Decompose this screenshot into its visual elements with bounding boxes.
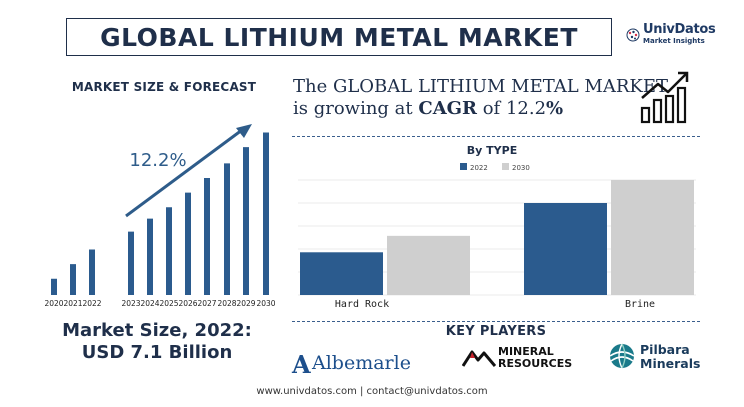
- pilbara-minerals-logo: Pilbara Minerals: [608, 342, 728, 374]
- albemarle-name: Albemarle: [312, 352, 411, 374]
- forecast-bar: [224, 163, 230, 295]
- by-type-bar: [300, 252, 383, 295]
- logo-subtitle: Market Insights: [643, 37, 705, 45]
- pilbara-globe-icon: [609, 343, 635, 369]
- forecast-tick-label: 2025: [159, 299, 178, 308]
- by-type-title: By TYPE: [467, 144, 517, 157]
- cagr-prefix: is growing at: [293, 98, 419, 119]
- legend-swatch: [502, 163, 509, 170]
- globe-icon: [626, 28, 640, 42]
- forecast-bar: [147, 218, 153, 295]
- univdatos-logo: UnivDatos Market Insights: [626, 22, 716, 52]
- forecast-tick-label: 2023: [121, 299, 140, 308]
- forecast-tick-label: 2026: [178, 299, 197, 308]
- category-label: Hard Rock: [335, 299, 389, 310]
- legend-label: 2030: [512, 164, 530, 172]
- by-type-chart: By TYPE 2022 2030 Hard Rock Brine: [298, 144, 696, 310]
- forecast-heading: MARKET SIZE & FORECAST: [71, 80, 257, 94]
- forecast-tick-label: 2030: [256, 299, 275, 308]
- forecast-tick-label: 2022: [82, 299, 101, 308]
- mineral-line2: RESOURCES: [498, 357, 573, 370]
- forecast-bar: [185, 192, 191, 295]
- forecast-chart: 2020 2021 2022 2023 2024 2025 2026 2027 2028 2029…: [44, 124, 276, 308]
- growth-arrow-head-icon: [236, 124, 252, 138]
- forecast-bar: [89, 249, 95, 295]
- forecast-bar: [128, 231, 134, 295]
- mineral-line1: MINERAL: [498, 345, 554, 358]
- by-type-bar: [387, 235, 470, 295]
- by-type-bar: [611, 180, 694, 295]
- page-title: GLOBAL LITHIUM METAL MARKET: [100, 22, 578, 52]
- mineral-resources-name: MINERAL RESOURCES: [498, 346, 572, 370]
- forecast-bar: [51, 278, 57, 295]
- forecast-bar: [263, 132, 269, 295]
- legend-label: 2022: [470, 164, 488, 172]
- forecast-tick-label: 2020: [44, 299, 63, 308]
- cagr-word: CAGR: [418, 98, 477, 119]
- category-label: Brine: [625, 299, 655, 310]
- key-players-heading: KEY PLAYERS: [445, 324, 547, 339]
- cagr-percent: %: [546, 98, 564, 119]
- cagr-value: of 12.2: [477, 98, 547, 119]
- pilbara-name: Pilbara Minerals: [640, 343, 700, 371]
- cagr-annotation: 12.2%: [129, 150, 186, 171]
- market-size-line2: USD 7.1 Billion: [81, 342, 233, 363]
- cagr-statement-line1: The GLOBAL LITHIUM METAL MARKET: [293, 76, 669, 97]
- growth-chart-icon: [640, 71, 689, 124]
- pilbara-line2: Minerals: [640, 356, 701, 371]
- market-size-block: Market Size, 2022: USD 7.1 Billion: [22, 320, 292, 364]
- title-box: GLOBAL LITHIUM METAL MARKET: [66, 18, 612, 56]
- footer-contact: www.univdatos.com | contact@univdatos.co…: [256, 386, 488, 397]
- section-divider-top: [292, 136, 700, 137]
- cagr-statement-line2: is growing at CAGR of 12.2%: [293, 98, 563, 119]
- forecast-bar: [243, 147, 249, 295]
- growth-arrow-line: [125, 128, 243, 218]
- forecast-bar: [70, 264, 76, 295]
- logo-brand: UnivDatos: [643, 22, 716, 37]
- by-type-bar: [524, 203, 607, 295]
- section-divider-bottom: [292, 321, 700, 322]
- pilbara-line1: Pilbara: [640, 342, 690, 357]
- mineral-resources-logo: MINERAL RESOURCES: [462, 344, 584, 374]
- forecast-tick-label: 2027: [197, 299, 216, 308]
- forecast-tick-label: 2021: [63, 299, 82, 308]
- albemarle-mark-icon: A: [292, 350, 311, 379]
- forecast-tick-label: 2028: [217, 299, 236, 308]
- forecast-bar: [166, 207, 172, 295]
- mountain-icon: [462, 350, 496, 367]
- market-size-line1: Market Size, 2022:: [62, 320, 252, 341]
- albemarle-logo: A Albemarle: [292, 350, 442, 379]
- legend-swatch: [460, 163, 467, 170]
- forecast-tick-label: 2024: [140, 299, 159, 308]
- forecast-bar: [204, 178, 210, 295]
- forecast-tick-label: 2029: [236, 299, 255, 308]
